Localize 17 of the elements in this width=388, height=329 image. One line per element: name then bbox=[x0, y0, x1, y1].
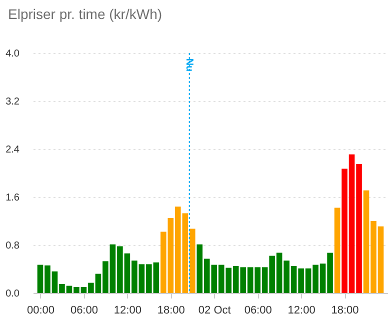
y-tick-label: 0.0 bbox=[6, 288, 20, 300]
x-tick-label: 00:00 bbox=[26, 304, 55, 316]
chart-title: Elpriser pr. time (kr/kWh) bbox=[8, 6, 162, 22]
x-tick-label: 02 Oct bbox=[198, 304, 231, 316]
x-tick-label: 06:00 bbox=[244, 304, 272, 316]
y-tick-label: 4.0 bbox=[6, 48, 20, 60]
x-tick-label: 12:00 bbox=[288, 304, 316, 316]
y-tick-label: 1.6 bbox=[6, 192, 20, 204]
x-tick-label: 18:00 bbox=[157, 304, 185, 316]
x-tick-label: 12:00 bbox=[114, 304, 142, 316]
x-tick-label: 18:00 bbox=[331, 304, 359, 316]
y-tick-label: 3.2 bbox=[6, 96, 20, 108]
bar bbox=[334, 208, 340, 293]
y-tick-label: 0.8 bbox=[6, 240, 20, 252]
ref-line-label: Nu bbox=[183, 58, 194, 72]
x-tick-label: 06:00 bbox=[70, 304, 98, 316]
y-tick-label: 2.4 bbox=[6, 144, 20, 156]
